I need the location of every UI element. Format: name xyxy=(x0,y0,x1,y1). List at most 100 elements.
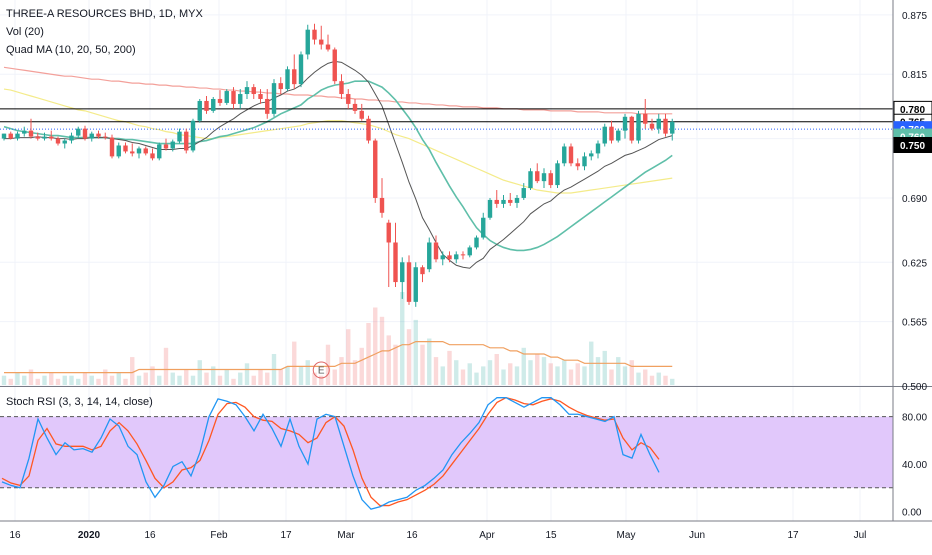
price-tick-label: 0.875 xyxy=(902,11,927,22)
candle-body xyxy=(82,128,88,139)
candle-body xyxy=(1,133,7,139)
price-tick-label: 0.815 xyxy=(902,70,927,81)
time-tick-label: 17 xyxy=(787,530,799,541)
volume-bar xyxy=(116,372,121,385)
volume-bar xyxy=(22,375,27,385)
stoch-band-fill xyxy=(0,416,893,488)
earnings-marker-label: E xyxy=(318,366,325,377)
candle-body xyxy=(35,136,40,139)
candle-body xyxy=(177,131,182,142)
volume-bar xyxy=(298,366,304,385)
volume-bar xyxy=(238,372,243,385)
volume-bar xyxy=(339,357,344,385)
candle-body xyxy=(109,137,115,157)
volume-bar xyxy=(562,360,567,385)
stoch-rsi-indicator-label[interactable]: Stoch RSI (3, 3, 14, 14, close) xyxy=(6,396,153,408)
volume-bar xyxy=(82,372,88,385)
volume-bar xyxy=(636,372,641,385)
candle-body xyxy=(346,94,351,104)
ma10-line xyxy=(4,60,673,269)
grid xyxy=(0,0,893,521)
candle-body xyxy=(643,113,648,124)
volume-bar xyxy=(143,372,148,385)
candle-body xyxy=(582,156,587,167)
volume-bar xyxy=(670,378,675,385)
candle-body xyxy=(555,163,560,186)
time-tick-label: 16 xyxy=(406,530,418,541)
volume-bar xyxy=(1,375,7,385)
volume-bar xyxy=(204,372,209,385)
time-tick-label: Jul xyxy=(854,530,867,541)
candle-body xyxy=(204,100,209,111)
volume-bar xyxy=(575,363,580,385)
volume-bar xyxy=(15,372,20,385)
candle-body xyxy=(325,44,331,50)
volume-bar xyxy=(454,360,459,385)
candle-body xyxy=(231,91,236,104)
ma200-line xyxy=(3,66,673,115)
candle-body xyxy=(116,145,121,157)
volume-bar xyxy=(62,375,67,385)
candle-body xyxy=(130,151,135,154)
time-tick-label: 15 xyxy=(545,530,557,541)
candle-body xyxy=(271,83,277,114)
volume-bar xyxy=(568,369,574,385)
volume-bar xyxy=(501,369,506,385)
volume-bar xyxy=(211,366,216,385)
candle-body xyxy=(616,130,621,141)
volume-bar xyxy=(217,375,223,385)
candle-body xyxy=(319,39,324,45)
candle-body xyxy=(170,141,175,149)
candle-body xyxy=(143,148,148,154)
stoch-band xyxy=(0,416,893,489)
volume-bar xyxy=(406,329,412,385)
volume-bar xyxy=(265,372,270,385)
candle-body xyxy=(55,138,61,144)
moving-averages xyxy=(3,60,673,269)
volume-bar xyxy=(55,378,61,385)
volume-bar xyxy=(420,344,425,385)
earnings-marker xyxy=(312,361,330,379)
volume-bar xyxy=(244,363,250,385)
candle-body xyxy=(244,87,250,95)
volume-bar xyxy=(89,375,94,385)
volume-bar xyxy=(373,307,378,385)
volume-bar xyxy=(150,366,155,385)
time-tick-label: 2020 xyxy=(78,530,101,541)
volume-indicator-label[interactable]: Vol (20) xyxy=(6,26,44,38)
time-tick-label: May xyxy=(617,530,636,541)
candle-body xyxy=(163,144,169,149)
candle-body xyxy=(379,197,385,213)
candle-body xyxy=(481,217,486,238)
volume-bar xyxy=(231,378,236,385)
candle-body xyxy=(373,140,378,198)
candle-body xyxy=(528,171,533,189)
candle-body xyxy=(197,100,202,121)
candle-body xyxy=(656,118,661,129)
candle-body xyxy=(305,29,310,55)
candle-body xyxy=(224,91,229,103)
volume-bar xyxy=(649,375,655,385)
candle-body xyxy=(238,94,243,104)
candle-body xyxy=(521,188,526,198)
volume-bar xyxy=(487,360,493,385)
candle-body xyxy=(670,121,675,134)
symbol-title[interactable]: THREE-A RESOURCES BHD, 1D, MYX xyxy=(6,8,203,20)
volume-bar xyxy=(535,354,540,385)
candle-body xyxy=(251,87,256,95)
candle-body xyxy=(393,242,398,283)
time-tick-label: Apr xyxy=(479,530,495,541)
volume-bar xyxy=(130,357,135,385)
candle-body xyxy=(467,247,472,256)
time-tick-label: Mar xyxy=(337,530,355,541)
candle-body xyxy=(278,83,283,90)
time-tick-label: 16 xyxy=(9,530,21,541)
candle-body xyxy=(332,49,337,82)
quad-ma-indicator-label[interactable]: Quad MA (10, 20, 50, 200) xyxy=(6,44,136,56)
volume-bar xyxy=(184,369,189,385)
volume-bar xyxy=(514,366,520,385)
volume-bar xyxy=(386,335,391,385)
volume-bar xyxy=(393,344,398,385)
candle-body xyxy=(312,29,317,40)
volume-bar xyxy=(663,375,668,385)
